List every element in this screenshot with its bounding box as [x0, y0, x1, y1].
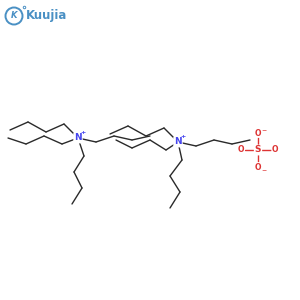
- Text: K: K: [11, 11, 17, 20]
- Text: +: +: [180, 134, 185, 140]
- Text: O: O: [272, 146, 278, 154]
- Text: +: +: [80, 130, 85, 136]
- Text: −: −: [261, 167, 267, 172]
- Text: N: N: [74, 134, 82, 142]
- Text: Kuujia: Kuujia: [26, 8, 68, 22]
- Text: S: S: [255, 146, 261, 154]
- Text: N: N: [174, 137, 182, 146]
- Text: −: −: [261, 128, 267, 133]
- Text: O: O: [238, 146, 244, 154]
- Text: O: O: [255, 163, 261, 172]
- Text: O: O: [255, 128, 261, 137]
